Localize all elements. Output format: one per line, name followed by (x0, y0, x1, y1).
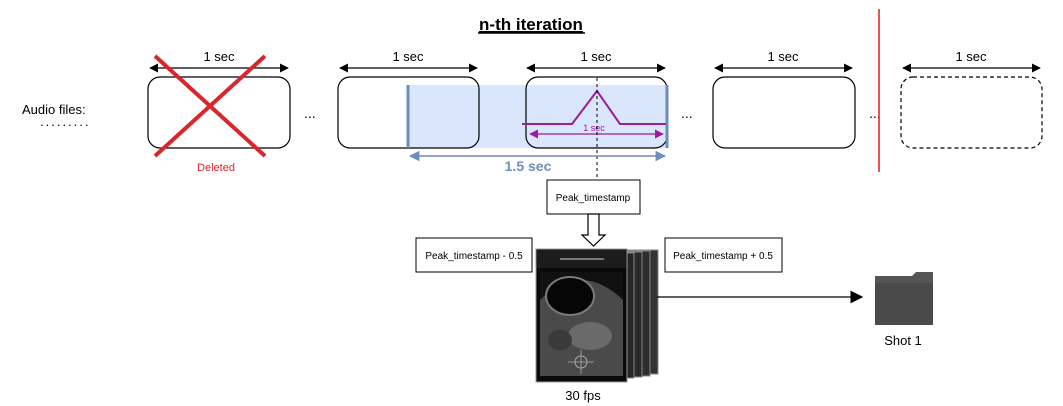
output-label: Shot 1 (884, 333, 922, 348)
audio-files-label: Audio files: (22, 102, 86, 117)
folder-icon (875, 272, 933, 325)
segment-2-duration: 1 sec (392, 49, 424, 64)
deleted-label: Deleted (197, 162, 235, 174)
arrow-down-icon (580, 213, 607, 247)
segment-1-duration: 1 sec (203, 49, 235, 64)
peak-plus-label: Peak_timestamp + 0.5 (673, 251, 773, 262)
peak-timestamp-box (546, 179, 641, 215)
window-width-label: 1.5 sec (505, 158, 552, 174)
peak-minus-box (415, 237, 533, 273)
audio-segment-4 (712, 76, 856, 149)
ellipsis-2: ... (681, 105, 693, 121)
peak-minus-label: Peak_timestamp - 0.5 (425, 251, 523, 262)
cross-icon (153, 54, 267, 158)
row-dots: ......... (40, 114, 91, 129)
peak-width-label: 1 sec (583, 123, 605, 133)
segment-5-duration: 1 sec (955, 49, 987, 64)
window-region (408, 85, 668, 148)
ellipsis-3: ... (869, 105, 881, 121)
audio-segment-5 (900, 76, 1043, 149)
segment-3-duration: 1 sec (580, 49, 612, 64)
peak-plus-box (664, 237, 783, 273)
diagram-title: n-th iteration (479, 15, 583, 34)
segment-4-duration: 1 sec (767, 49, 799, 64)
frames-caption: 30 fps (565, 388, 601, 403)
peak-timestamp-label: Peak_timestamp (556, 193, 631, 204)
ellipsis-1: ... (304, 105, 316, 121)
ultrasound-frame-stack (535, 248, 659, 383)
